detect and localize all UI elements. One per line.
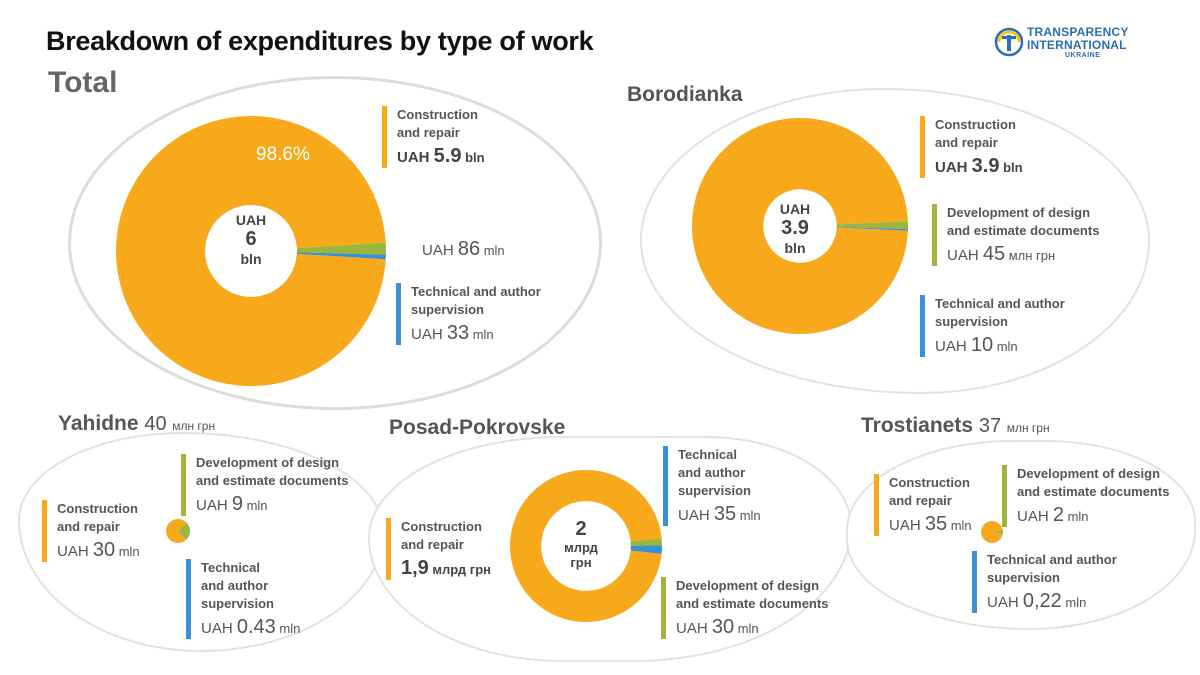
total-center-unit: bln bbox=[240, 251, 262, 268]
trostianets-legend-design: Development of design and estimate docum… bbox=[1002, 465, 1169, 527]
posad-pokrovske-center-amount: 2 bbox=[575, 518, 587, 540]
yahidne-pie-chart bbox=[166, 519, 190, 543]
pie-slice-design bbox=[836, 221, 908, 230]
total-legend-construction: Construction and repair UAH 5.9 bln bbox=[382, 106, 485, 168]
pie-slice-design bbox=[630, 538, 662, 546]
total-center-label: UAH 6 bln bbox=[211, 212, 291, 267]
borodianka-legend-design: Development of design and estimate docum… bbox=[932, 204, 1099, 266]
borodianka-center-unit: bln bbox=[784, 240, 806, 257]
legend-label: Construction and repair bbox=[401, 519, 482, 552]
trostianets-panel bbox=[846, 440, 1196, 630]
legend-value: UAH 0.43 mln bbox=[201, 616, 301, 638]
legend-label: Development of design and estimate docum… bbox=[947, 205, 1100, 238]
legend-value: UAH 5.9 bln bbox=[397, 145, 485, 167]
total-legend-supervision: Technical and author supervision UAH 33 … bbox=[396, 283, 541, 345]
logo-line-3: UKRAINE bbox=[1065, 52, 1101, 59]
legend-label: Construction and repair bbox=[935, 117, 1016, 150]
borodianka-legend-supervision: Technical and author supervision UAH 10 … bbox=[920, 295, 1065, 357]
posad-pokrovske-donut-chart bbox=[510, 470, 662, 622]
yahidne-legend-design: Development of design and estimate docum… bbox=[181, 454, 348, 516]
total-center-amount: 6 bbox=[245, 228, 257, 251]
legend-value: UAH 0,22 mln bbox=[987, 590, 1087, 612]
legend-label: Technical and author supervision bbox=[935, 296, 1065, 329]
yahidne-legend-supervision: Technical and author supervision UAH 0.4… bbox=[186, 559, 300, 639]
pie-slice-design bbox=[296, 242, 386, 255]
total-donut-chart bbox=[116, 116, 386, 386]
legend-value: 1,9 млрд грн bbox=[401, 557, 491, 579]
total-legend-design-value: UAH 86 mln bbox=[422, 238, 505, 260]
logo-line-1: TRANSPARENCY bbox=[1027, 25, 1129, 39]
trostianets-legend-construction: Construction and repair UAH 35 mln bbox=[874, 474, 972, 536]
trostianets-pie-chart bbox=[981, 521, 1003, 543]
legend-value: UAH 45 млн грн bbox=[947, 243, 1056, 265]
posad-pokrovske-center-unit: млрд bbox=[564, 540, 598, 555]
legend-label: Development of design and estimate docum… bbox=[1017, 466, 1170, 499]
trostianets-total-amount: 37 млн грн bbox=[978, 415, 1050, 437]
legend-value: UAH 35 mln bbox=[889, 513, 972, 535]
total-slice-percent-label: 98.6% bbox=[256, 144, 310, 165]
borodianka-center-label: UAH 3.9 bln bbox=[760, 201, 830, 256]
legend-label: Construction and repair bbox=[889, 475, 970, 508]
legend-label: Development of design and estimate docum… bbox=[676, 578, 829, 611]
pie-slice-supervision bbox=[992, 532, 1003, 535]
pie-slice-construction bbox=[692, 117, 908, 334]
trostianets-legend-supervision: Technical and author supervision UAH 0,2… bbox=[972, 551, 1117, 613]
pie-slice-construction bbox=[166, 519, 187, 543]
posad-pokrovske-panel bbox=[368, 436, 852, 662]
trostianets-title: Trostianets 37 млн грн bbox=[861, 414, 1050, 437]
legend-value: UAH 35 mln bbox=[678, 503, 761, 525]
pie-slice-supervision bbox=[630, 545, 662, 554]
pie-slice-construction bbox=[981, 521, 1003, 543]
legend-label: Technical and author supervision bbox=[201, 560, 274, 611]
ti-emblem-icon bbox=[994, 27, 1024, 57]
posad-pokrovske-legend-construction: Construction and repair 1,9 млрд грн bbox=[386, 518, 491, 580]
pie-slice-supervision bbox=[178, 531, 188, 540]
yahidne-panel bbox=[18, 432, 384, 652]
posad-pokrovske-legend-supervision: Technical and author supervision UAH 35 … bbox=[663, 446, 761, 526]
pie-slice-construction bbox=[510, 470, 662, 622]
legend-value: UAH 33 mln bbox=[411, 322, 494, 344]
legend-value: UAH 3.9 bln bbox=[935, 155, 1023, 177]
legend-label: Technical and author supervision bbox=[678, 447, 751, 498]
legend-label: Technical and author supervision bbox=[987, 552, 1117, 585]
legend-value: UAH 9 mln bbox=[196, 493, 268, 515]
legend-value: UAH 2 mln bbox=[1017, 504, 1089, 526]
yahidne-legend-construction: Construction and repair UAH 30 mln bbox=[42, 500, 140, 562]
legend-label: Construction and repair bbox=[57, 501, 138, 534]
borodianka-center-amount: 3.9 bbox=[781, 217, 809, 240]
posad-pokrovske-legend-design: Development of design and estimate docum… bbox=[661, 577, 828, 639]
legend-label: Construction and repair bbox=[397, 107, 478, 140]
borodianka-legend-construction: Construction and repair UAH 3.9 bln bbox=[920, 116, 1023, 178]
pie-slice-supervision bbox=[296, 252, 386, 260]
posad-pokrovske-center-currency: грн bbox=[570, 554, 592, 570]
borodianka-title: Borodianka bbox=[627, 83, 743, 106]
chart-main-title: Breakdown of expenditures by type of wor… bbox=[46, 26, 594, 56]
legend-value: UAH 30 mln bbox=[676, 616, 759, 638]
pie-slice-construction bbox=[116, 116, 386, 386]
posad-pokrovske-center-label: 2 млрд грн bbox=[546, 518, 616, 571]
yahidne-title: Yahidne 40 млн грн bbox=[58, 412, 216, 435]
legend-label: Development of design and estimate docum… bbox=[196, 455, 349, 488]
total-title: Total bbox=[48, 66, 118, 99]
yahidne-total-amount: 40 млн грн bbox=[144, 413, 216, 435]
pie-slice-design bbox=[178, 522, 190, 539]
logo-line-2: INTERNATIONAL bbox=[1027, 38, 1127, 52]
pie-slice-design bbox=[992, 529, 1003, 534]
legend-label: Technical and author supervision bbox=[411, 284, 541, 317]
pie-slice-supervision bbox=[836, 227, 908, 231]
posad-pokrovske-title: Posad-Pokrovske bbox=[389, 416, 566, 439]
legend-value: UAH 10 mln bbox=[935, 334, 1018, 356]
legend-value: UAH 30 mln bbox=[57, 539, 140, 561]
borodianka-center-currency: UAH bbox=[779, 201, 811, 217]
borodianka-donut-chart bbox=[692, 117, 908, 334]
total-center-currency: UAH bbox=[235, 212, 267, 228]
